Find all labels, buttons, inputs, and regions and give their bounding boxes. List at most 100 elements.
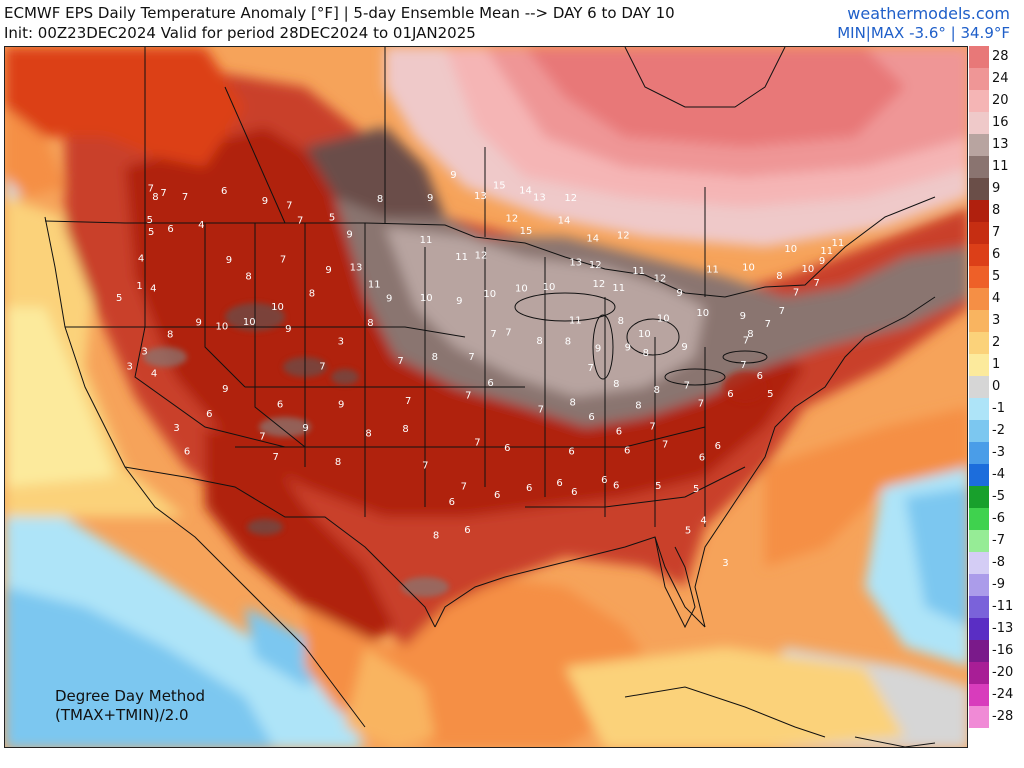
legend-swatch bbox=[969, 90, 989, 112]
legend-swatch bbox=[969, 354, 989, 376]
station-value-label: 10 bbox=[696, 308, 709, 319]
station-value-label: 6 bbox=[184, 447, 190, 458]
station-value-label: 11 bbox=[706, 265, 719, 276]
station-value-label: 6 bbox=[699, 453, 705, 464]
station-value-label: 10 bbox=[802, 264, 815, 275]
station-value-label: 6 bbox=[616, 426, 622, 437]
legend-swatch bbox=[969, 134, 989, 156]
station-value-label: 7 bbox=[684, 381, 690, 392]
station-value-label: 7 bbox=[319, 361, 325, 372]
station-value-label: 8 bbox=[654, 385, 660, 396]
legend-label: -4 bbox=[992, 467, 1005, 482]
station-value-label: 7 bbox=[474, 438, 480, 449]
station-value-label: 11 bbox=[368, 280, 381, 291]
station-value-label: 6 bbox=[449, 497, 455, 508]
map-title: ECMWF EPS Daily Temperature Anomaly [°F]… bbox=[4, 4, 675, 22]
station-value-label: 11 bbox=[455, 252, 468, 263]
station-value-label: 8 bbox=[309, 288, 315, 299]
legend-label: -24 bbox=[992, 687, 1014, 702]
station-value-label: 12 bbox=[654, 273, 667, 284]
legend-swatch bbox=[969, 706, 989, 728]
map-subtitle: Init: 00Z23DEC2024 Valid for period 28DE… bbox=[4, 24, 476, 42]
station-value-label: 13 bbox=[533, 193, 546, 204]
legend-swatch bbox=[969, 662, 989, 684]
legend-swatch bbox=[969, 552, 989, 574]
legend-swatch bbox=[969, 266, 989, 288]
station-value-label: 7 bbox=[286, 200, 292, 211]
legend-swatch bbox=[969, 442, 989, 464]
legend-swatch bbox=[969, 530, 989, 552]
station-value-label: 10 bbox=[271, 302, 284, 313]
station-value-label: 8 bbox=[618, 316, 624, 327]
station-value-label: 7 bbox=[148, 184, 154, 195]
station-value-label: 7 bbox=[649, 422, 655, 433]
station-value-label: 7 bbox=[698, 399, 704, 410]
legend-label: -6 bbox=[992, 511, 1005, 526]
station-value-label: 7 bbox=[765, 319, 771, 330]
station-value-label: 7 bbox=[422, 461, 428, 472]
station-value-label: 7 bbox=[405, 396, 411, 407]
station-value-label: 5 bbox=[116, 293, 122, 304]
brand-link[interactable]: weathermodels.com bbox=[847, 4, 1010, 23]
station-value-label: 15 bbox=[520, 226, 533, 237]
station-value-label: 8 bbox=[747, 329, 753, 340]
legend-label: -28 bbox=[992, 709, 1014, 724]
station-value-label: 14 bbox=[519, 186, 532, 197]
station-value-label: 8 bbox=[433, 531, 439, 542]
legend-swatch bbox=[969, 376, 989, 398]
legend-swatch bbox=[969, 684, 989, 706]
station-value-label: 5 bbox=[685, 526, 691, 537]
station-value-label: 10 bbox=[543, 282, 556, 293]
station-value-label: 5 bbox=[767, 389, 773, 400]
station-value-label: 8 bbox=[570, 398, 576, 409]
station-value-label: 4 bbox=[700, 516, 706, 527]
method-line-1: Degree Day Method bbox=[55, 687, 206, 705]
legend-swatch bbox=[969, 156, 989, 178]
legend-swatch bbox=[969, 464, 989, 486]
station-value-label: 15 bbox=[493, 180, 506, 191]
station-value-label: 6 bbox=[277, 399, 283, 410]
station-value-label: 7 bbox=[743, 336, 749, 347]
station-value-label: 3 bbox=[338, 336, 344, 347]
station-value-label: 10 bbox=[515, 284, 528, 295]
legend-swatch bbox=[969, 200, 989, 222]
station-value-label: 7 bbox=[465, 390, 471, 401]
legend-swatch bbox=[969, 244, 989, 266]
legend-label: 24 bbox=[992, 71, 1009, 86]
station-value-label: 6 bbox=[556, 478, 562, 489]
station-value-label: 9 bbox=[819, 256, 825, 267]
station-value-label: 9 bbox=[226, 255, 232, 266]
station-value-label: 5 bbox=[329, 213, 335, 224]
station-value-label: 13 bbox=[569, 258, 582, 269]
station-value-label: 9 bbox=[302, 423, 308, 434]
header: ECMWF EPS Daily Temperature Anomaly [°F]… bbox=[0, 0, 1024, 46]
legend-label: -20 bbox=[992, 665, 1014, 680]
legend-label: 7 bbox=[992, 225, 1001, 240]
legend-swatch bbox=[969, 486, 989, 508]
legend-label: -11 bbox=[992, 599, 1014, 614]
station-value-label: 6 bbox=[757, 371, 763, 382]
station-value-label: 7 bbox=[160, 188, 166, 199]
anomaly-detail bbox=[143, 303, 767, 597]
station-value-label: 9 bbox=[346, 230, 352, 241]
legend-label: 4 bbox=[992, 291, 1001, 306]
station-value-label: 11 bbox=[832, 238, 845, 249]
station-value-label: 7 bbox=[297, 216, 303, 227]
station-value-label: 8 bbox=[335, 457, 341, 468]
station-value-label: 10 bbox=[638, 329, 651, 340]
legend-label: -1 bbox=[992, 401, 1005, 416]
legend-swatch bbox=[969, 68, 989, 90]
station-value-label: 7 bbox=[397, 356, 403, 367]
station-value-label: 11 bbox=[612, 283, 625, 294]
station-value-label: 8 bbox=[776, 271, 782, 282]
station-value-label: 13 bbox=[474, 191, 487, 202]
station-value-label: 7 bbox=[490, 329, 496, 340]
method-line-2: (TMAX+TMIN)/2.0 bbox=[55, 706, 189, 724]
station-value-label: 6 bbox=[487, 378, 493, 389]
station-value-label: 4 bbox=[150, 284, 156, 295]
legend-label: -8 bbox=[992, 555, 1005, 570]
station-value-label: 10 bbox=[742, 263, 755, 274]
station-value-label: 8 bbox=[565, 336, 571, 347]
